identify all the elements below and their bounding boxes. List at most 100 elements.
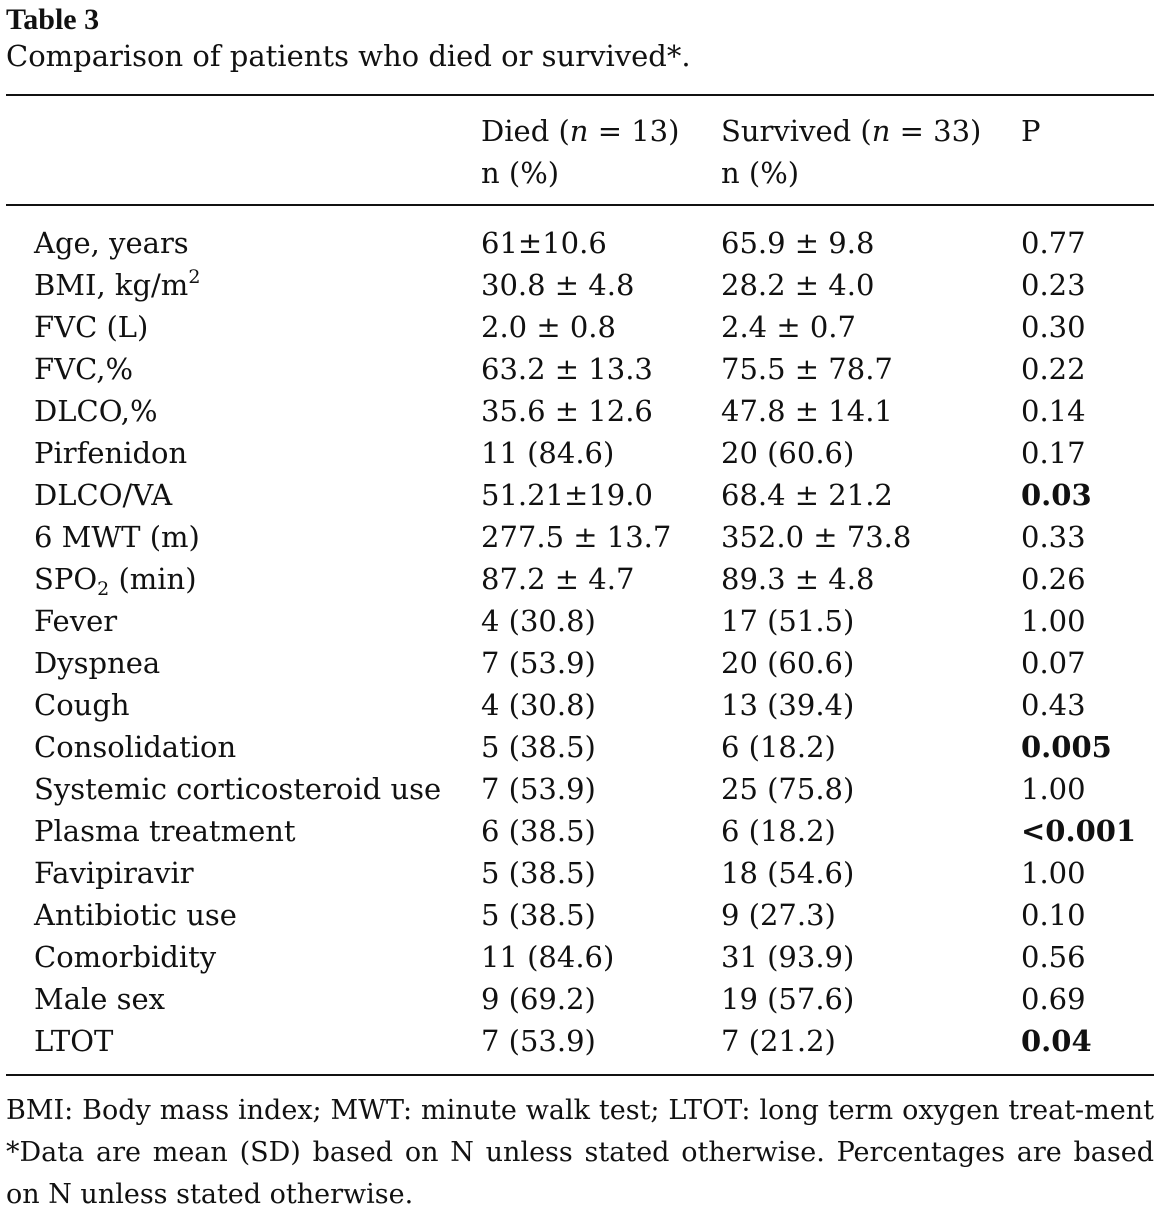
row-label: Age, years [34, 226, 189, 260]
died-value: 9 (69.2) [481, 982, 596, 1016]
died-value: 35.6 ± 12.6 [481, 394, 653, 428]
table-row: Cough 4 (30.8) 13 (39.4) 0.43 [6, 684, 1154, 726]
died-value: 6 (38.5) [481, 814, 596, 848]
died-value: 7 (53.9) [481, 646, 596, 680]
row-label: Cough [34, 688, 130, 722]
header-rule [6, 204, 1154, 206]
table-row: FVC,% 63.2 ± 13.3 75.5 ± 78.7 0.22 [6, 348, 1154, 390]
died-value: 51.21±19.0 [481, 478, 653, 512]
survived-value: 17 (51.5) [721, 604, 855, 638]
table-row: Plasma treatment 6 (38.5) 6 (18.2) <0.001 [6, 810, 1154, 852]
row-label: LTOT [34, 1024, 114, 1058]
table-header: Died (n = 13) n (%) Survived (n = 33) n … [6, 96, 1154, 204]
row-label: Antibiotic use [34, 898, 237, 932]
table-row: Age, years 61±10.6 65.9 ± 9.8 0.77 [6, 222, 1154, 264]
survived-value: 28.2 ± 4.0 [721, 268, 875, 302]
row-label: Dyspnea [34, 646, 161, 680]
died-value: 2.0 ± 0.8 [481, 310, 616, 344]
header-survived: Survived (n = 33) n (%) [721, 110, 981, 194]
row-label: Pirfenidon [34, 436, 188, 470]
survived-value: 19 (57.6) [721, 982, 855, 1016]
p-value: 0.77 [1021, 226, 1086, 260]
p-value: 0.17 [1021, 436, 1086, 470]
p-value: 0.14 [1021, 394, 1086, 428]
p-value: 1.00 [1021, 772, 1086, 806]
p-value: 0.56 [1021, 940, 1086, 974]
table-label: Table 3 [6, 3, 100, 36]
died-value: 11 (84.6) [481, 436, 615, 470]
row-label: Fever [34, 604, 118, 638]
survived-value: 18 (54.6) [721, 856, 855, 890]
header-survived-sub: n (%) [721, 156, 800, 190]
died-value: 5 (38.5) [481, 898, 596, 932]
row-label: Plasma treatment [34, 814, 296, 848]
p-value: 0.69 [1021, 982, 1086, 1016]
survived-value: 89.3 ± 4.8 [721, 562, 875, 596]
survived-value: 6 (18.2) [721, 730, 836, 764]
row-label: FVC,% [34, 352, 133, 386]
survived-value: 9 (27.3) [721, 898, 836, 932]
p-value: <0.001 [1021, 814, 1137, 848]
table-row: SPO2 (min) 87.2 ± 4.7 89.3 ± 4.8 0.26 [6, 558, 1154, 600]
table-row: Male sex 9 (69.2) 19 (57.6) 0.69 [6, 978, 1154, 1020]
died-value: 30.8 ± 4.8 [481, 268, 635, 302]
died-value: 5 (38.5) [481, 730, 596, 764]
p-value: 0.07 [1021, 646, 1086, 680]
died-value: 5 (38.5) [481, 856, 596, 890]
row-label: BMI, kg/m2 [34, 266, 201, 303]
died-value: 11 (84.6) [481, 940, 615, 974]
survived-value: 7 (21.2) [721, 1024, 836, 1058]
survived-value: 65.9 ± 9.8 [721, 226, 875, 260]
survived-value: 6 (18.2) [721, 814, 836, 848]
bottom-rule [6, 1074, 1154, 1076]
table-row: Fever 4 (30.8) 17 (51.5) 1.00 [6, 600, 1154, 642]
p-value: 1.00 [1021, 856, 1086, 890]
table-row: Systemic corticosteroid use 7 (53.9) 25 (7… [6, 768, 1154, 810]
p-value: 0.30 [1021, 310, 1086, 344]
header-died-sub: n (%) [481, 156, 560, 190]
died-value: 87.2 ± 4.7 [481, 562, 635, 596]
p-value: 0.10 [1021, 898, 1086, 932]
row-label: 6 MWT (m) [34, 520, 200, 554]
p-value: 0.33 [1021, 520, 1086, 554]
table-footnote: BMI: Body mass index; MWT: minute walk t… [6, 1095, 1154, 1210]
p-value: 0.04 [1021, 1024, 1092, 1058]
header-p: P [1021, 114, 1041, 148]
died-value: 277.5 ± 13.7 [481, 520, 672, 554]
table-row: Antibiotic use 5 (38.5) 9 (27.3) 0.10 [6, 894, 1154, 936]
row-label: DLCO/VA [34, 478, 173, 512]
row-label: Systemic corticosteroid use [34, 772, 442, 806]
died-value: 7 (53.9) [481, 772, 596, 806]
row-label: Consolidation [34, 730, 237, 764]
header-died: Died (n = 13) n (%) [481, 110, 679, 194]
row-label: Male sex [34, 982, 166, 1016]
survived-value: 25 (75.8) [721, 772, 855, 806]
table-row: FVC (L) 2.0 ± 0.8 2.4 ± 0.7 0.30 [6, 306, 1154, 348]
p-value: 0.005 [1021, 730, 1112, 764]
p-value: 0.22 [1021, 352, 1086, 386]
died-value: 7 (53.9) [481, 1024, 596, 1058]
row-label: FVC (L) [34, 310, 149, 344]
table-row: Favipiravir 5 (38.5) 18 (54.6) 1.00 [6, 852, 1154, 894]
survived-value: 20 (60.6) [721, 646, 855, 680]
table-caption: Comparison of patients who died or survi… [6, 39, 691, 73]
table-row: LTOT 7 (53.9) 7 (21.2) 0.04 [6, 1020, 1154, 1062]
p-value: 0.26 [1021, 562, 1086, 596]
row-label: SPO2 (min) [34, 562, 197, 600]
table-row: Consolidation 5 (38.5) 6 (18.2) 0.005 [6, 726, 1154, 768]
table-row: Dyspnea 7 (53.9) 20 (60.6) 0.07 [6, 642, 1154, 684]
survived-value: 13 (39.4) [721, 688, 855, 722]
table-body: Age, years 61±10.6 65.9 ± 9.8 0.77 BMI, kg/m… [6, 206, 1154, 1074]
survived-value: 75.5 ± 78.7 [721, 352, 893, 386]
table-row: DLCO,% 35.6 ± 12.6 47.8 ± 14.1 0.14 [6, 390, 1154, 432]
died-value: 4 (30.8) [481, 604, 596, 638]
table-row: Pirfenidon 11 (84.6) 20 (60.6) 0.17 [6, 432, 1154, 474]
p-value: 1.00 [1021, 604, 1086, 638]
survived-value: 47.8 ± 14.1 [721, 394, 893, 428]
survived-value: 31 (93.9) [721, 940, 855, 974]
table-row: DLCO/VA 51.21±19.0 68.4 ± 21.2 0.03 [6, 474, 1154, 516]
row-label: Favipiravir [34, 856, 194, 890]
top-rule [6, 94, 1154, 96]
died-value: 4 (30.8) [481, 688, 596, 722]
p-value: 0.23 [1021, 268, 1086, 302]
